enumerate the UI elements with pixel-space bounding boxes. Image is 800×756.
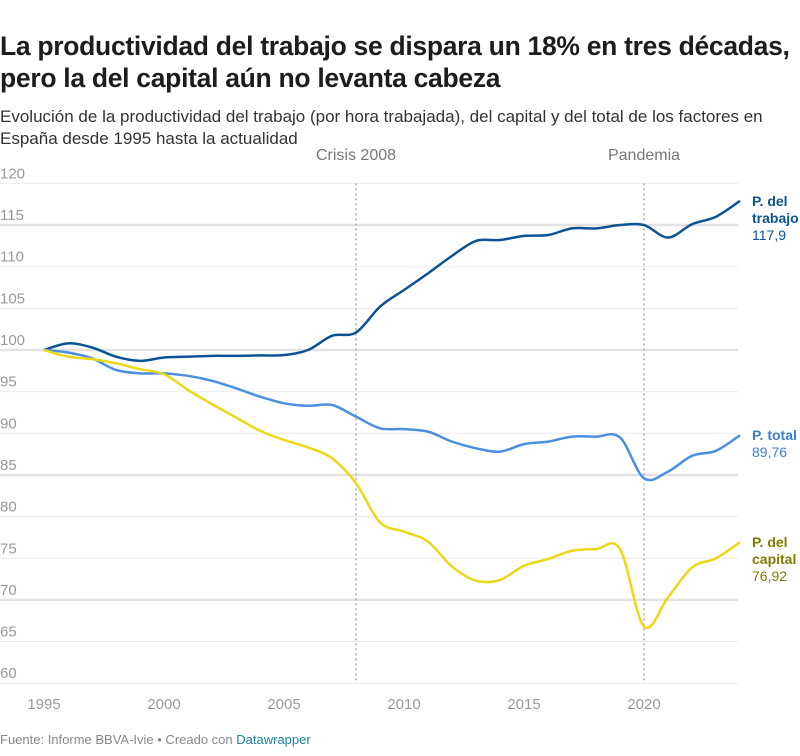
y-tick-label: 100	[0, 332, 25, 349]
y-tick-label: 85	[0, 457, 17, 474]
x-tick-label: 1995	[27, 696, 60, 713]
series-label: P. del trabajo 117,9	[752, 193, 799, 243]
series-label: P. total 89,76	[752, 427, 797, 460]
footer: Fuente: Informe BBVA-Ivie • Creado con D…	[0, 732, 311, 747]
y-tick-label: 60	[0, 665, 17, 682]
y-tick-label: 80	[0, 499, 17, 516]
series-label: P. del capital 76,92	[752, 534, 796, 584]
line-chart: 60 65 70 75 80 85 90 95 100 105 110 115 120 1995 2000 2…	[0, 147, 799, 713]
chart-subtitle: Evolución de la productividad del trabaj…	[0, 107, 763, 148]
y-tick-label: 110	[0, 249, 24, 266]
x-tick-label: 2005	[267, 696, 300, 713]
series-name-line: P. del	[752, 193, 788, 209]
datawrapper-link[interactable]: Datawrapper	[236, 732, 311, 747]
y-tick-label: 90	[0, 415, 17, 432]
y-tick-label: 120	[0, 165, 25, 182]
y-tick-label: 115	[0, 207, 24, 224]
x-tick-label: 2010	[387, 696, 420, 713]
y-tick-label: 65	[0, 624, 17, 641]
y-tick-label: 105	[0, 290, 25, 307]
y-tick-label: 70	[0, 582, 17, 599]
series-end-value: 76,92	[752, 568, 787, 584]
series-name-line: P. del	[752, 534, 788, 550]
chart-title: La productividad del trabajo se dispara …	[0, 31, 790, 93]
x-tick-label: 2000	[147, 696, 180, 713]
annotation-label: Crisis 2008	[316, 147, 396, 164]
x-tick-label: 2015	[507, 696, 540, 713]
series-line-0	[43, 199, 741, 363]
x-tick-label: 2020	[627, 696, 660, 713]
series-end-value: 117,9	[752, 227, 786, 243]
series-name-line: P. total	[752, 427, 797, 443]
source-text: Fuente: Informe BBVA-Ivie • Creado con	[0, 732, 237, 747]
annotation-label: Pandemia	[608, 147, 680, 164]
series-name-line: capital	[752, 551, 796, 567]
series-end-value: 89,76	[752, 444, 787, 460]
y-tick-label: 75	[0, 540, 17, 557]
series-name-line: trabajo	[752, 210, 799, 226]
series-line-2	[43, 348, 741, 630]
y-tick-label: 95	[0, 374, 17, 391]
